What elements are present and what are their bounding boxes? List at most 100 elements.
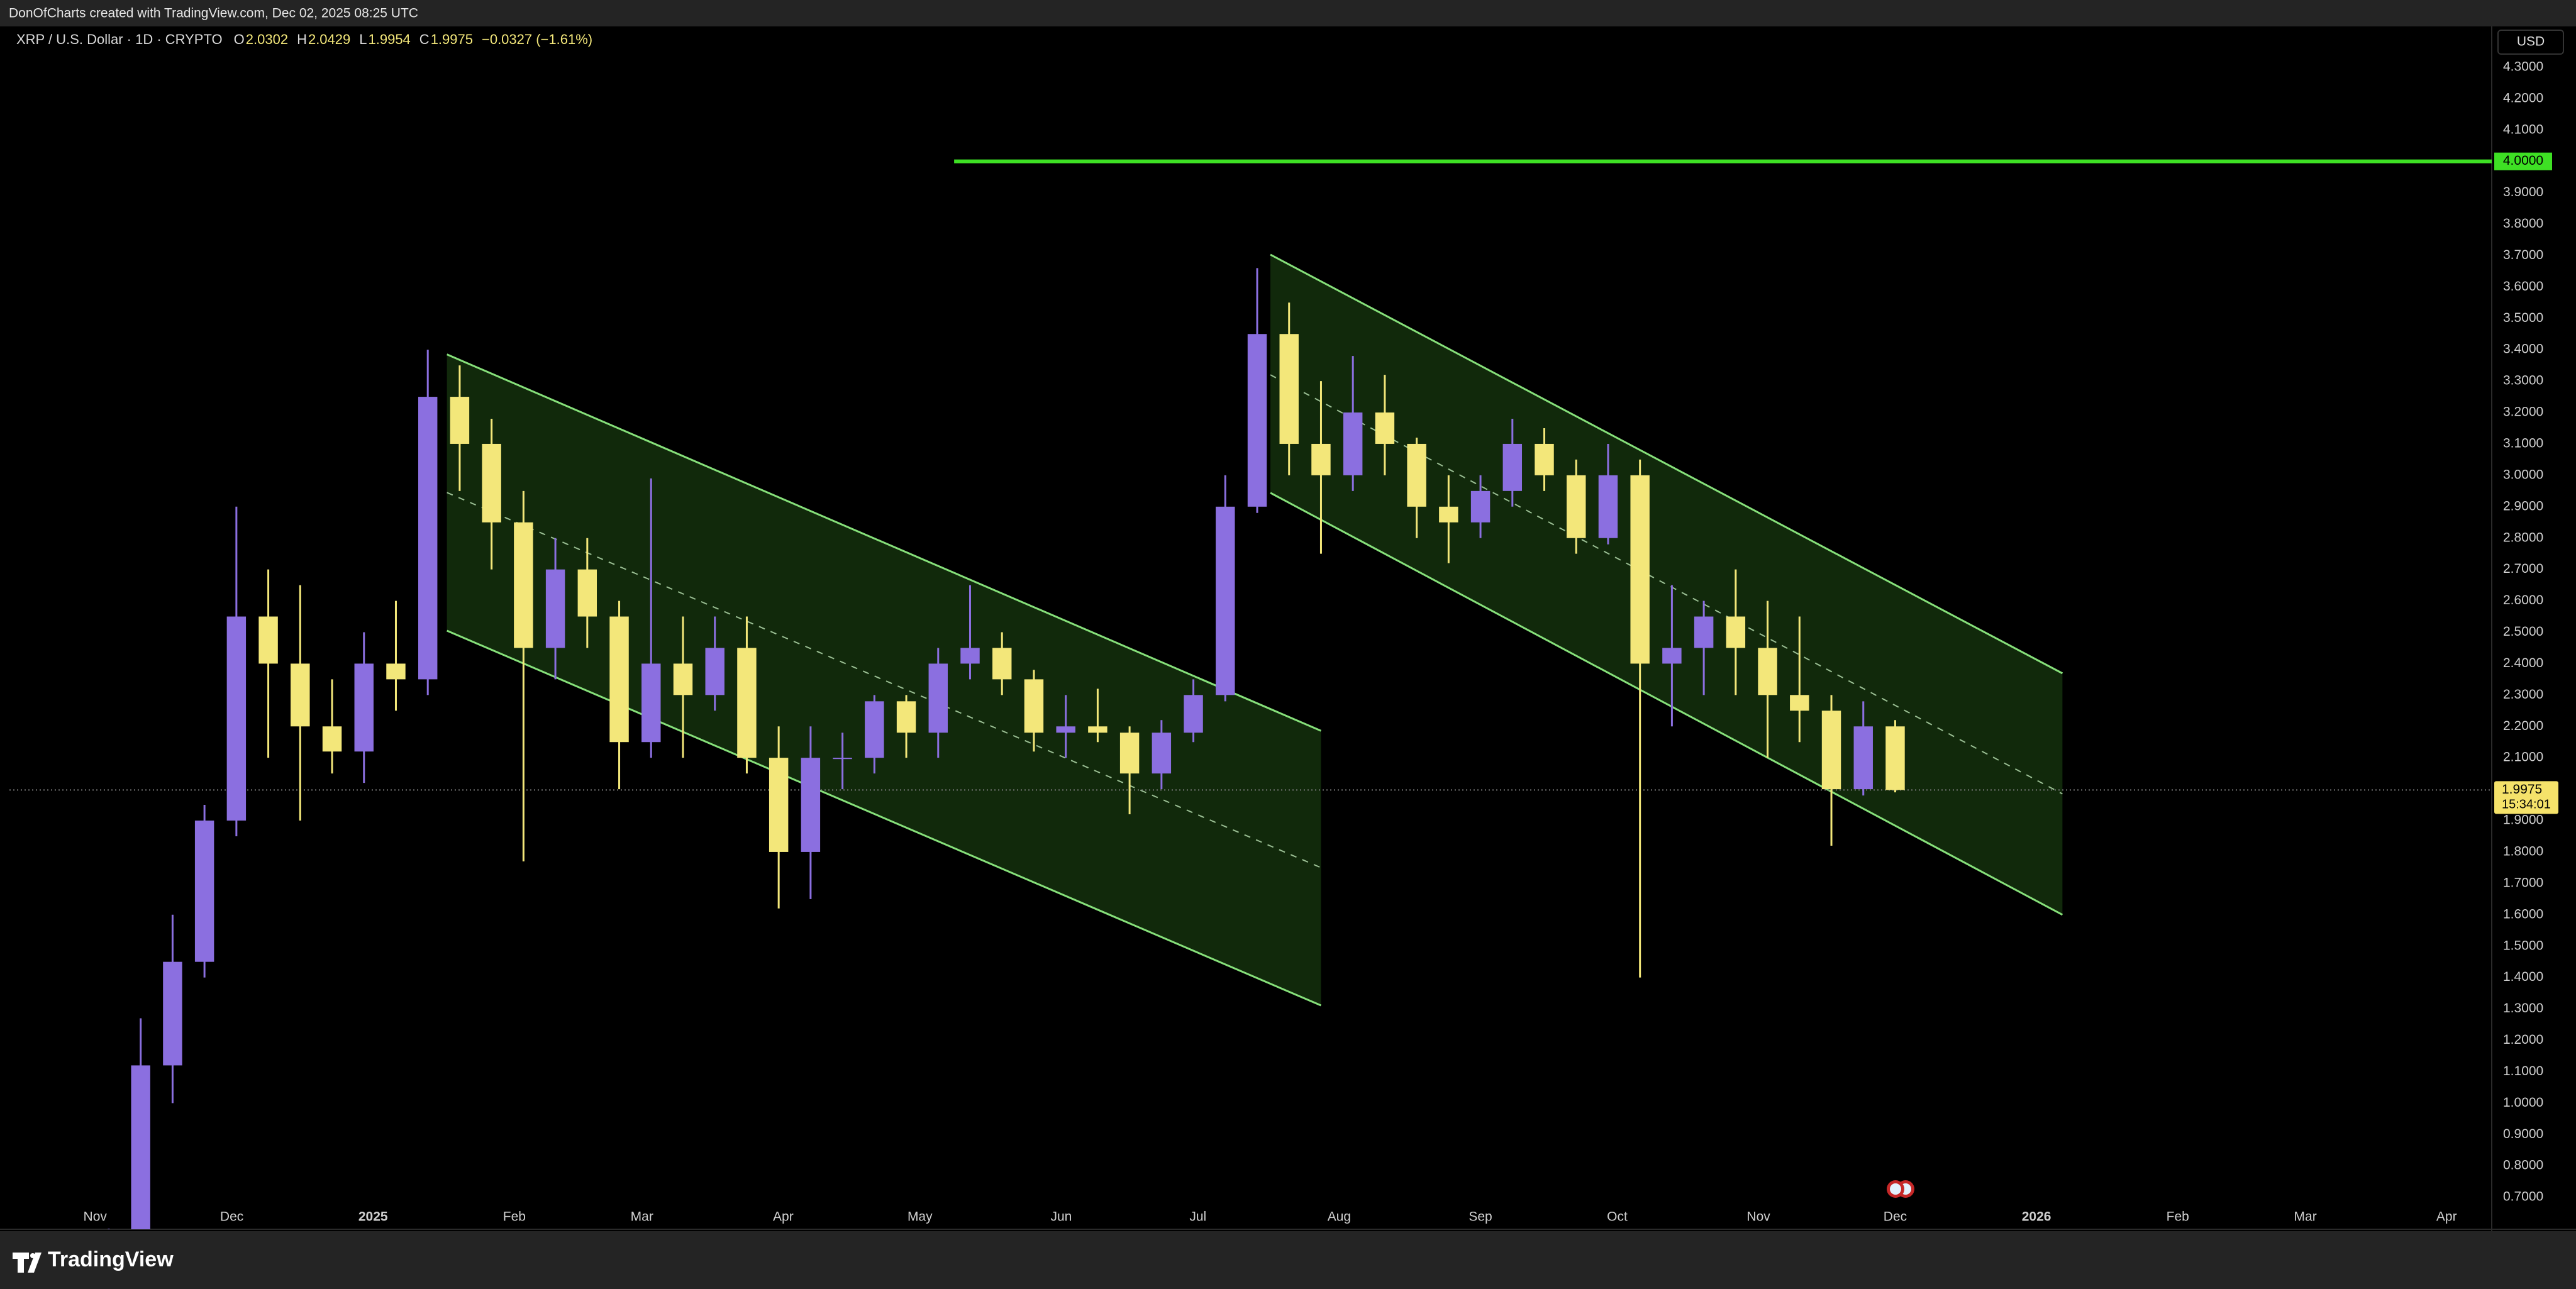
ohlc-label: O	[234, 31, 245, 47]
candle-body	[1439, 506, 1458, 523]
x-tick-label: Oct	[1607, 1210, 1628, 1224]
candle-body	[1056, 726, 1075, 733]
ohlc-value: 1.9975	[431, 31, 473, 47]
candle-body	[641, 663, 661, 743]
candle-body	[258, 616, 278, 664]
logo-mark	[30, 1253, 35, 1258]
y-tick-label: 2.8000	[2503, 530, 2543, 545]
header: DonOfCharts created with TradingView.com…	[9, 6, 418, 21]
candle-body	[194, 821, 214, 962]
y-tick-label: 3.9000	[2503, 185, 2543, 199]
candle-body	[1694, 616, 1714, 648]
y-tick-label: 2.5000	[2503, 624, 2543, 639]
bottom-bar	[0, 1231, 2576, 1289]
candle-body	[1853, 726, 1873, 790]
candle-body	[1726, 616, 1746, 648]
candle-body	[1662, 648, 1682, 664]
x-tick-label: 2026	[2022, 1210, 2051, 1224]
candle-body	[833, 758, 852, 760]
chart-title: XRP / U.S. Dollar · 1D · CRYPTO	[16, 31, 223, 47]
logo	[13, 1253, 42, 1273]
currency-button[interactable]	[2497, 30, 2564, 55]
candle-body	[450, 397, 470, 444]
last-price-label: 1.9975	[2502, 782, 2542, 797]
price-axis	[2492, 26, 2576, 1231]
candle-body	[577, 569, 597, 617]
candle-body	[1502, 443, 1523, 491]
y-tick-label: 1.2000	[2503, 1032, 2543, 1047]
y-tick-label: 3.8000	[2503, 216, 2543, 231]
x-tick-label: Jul	[1189, 1210, 1206, 1224]
candle-body	[1088, 726, 1108, 733]
y-tick-label: 3.5000	[2503, 311, 2543, 325]
y-tick-label: 4.1000	[2503, 122, 2543, 136]
candle-body	[386, 663, 406, 680]
candle-body	[1343, 412, 1363, 475]
candle-body	[545, 569, 565, 648]
y-tick-label: 2.9000	[2503, 499, 2543, 513]
x-tick-label: Aug	[1328, 1210, 1351, 1224]
y-tick-label: 3.1000	[2503, 436, 2543, 451]
y-tick-label: 1.1000	[2503, 1064, 2543, 1078]
y-tick-label: 1.6000	[2503, 907, 2543, 921]
y-tick-label: 1.4000	[2503, 970, 2543, 984]
candle-body	[131, 1065, 150, 1229]
x-tick-label: Nov	[1746, 1210, 1770, 1224]
candle-body	[226, 616, 247, 821]
y-tick-label: 2.3000	[2503, 687, 2543, 702]
y-tick-label: 2.6000	[2503, 593, 2543, 607]
y-tick-label: 3.0000	[2503, 467, 2543, 482]
candle-body	[1247, 334, 1267, 507]
event-icon-part	[1890, 1183, 1901, 1195]
candle-body	[1184, 695, 1203, 733]
candle-body	[1567, 475, 1586, 538]
ohlc-value: 2.0302	[246, 31, 288, 47]
candle-body	[163, 961, 182, 1066]
x-tick-label: Feb	[2167, 1210, 2189, 1224]
y-tick-label: 1.9000	[2503, 813, 2543, 827]
candle-body	[1152, 733, 1172, 774]
y-tick-label: 4.3000	[2503, 59, 2543, 74]
candle-body	[1216, 506, 1235, 695]
y-tick-label: 2.1000	[2503, 750, 2543, 765]
plot-area	[9, 253, 2492, 1229]
event-icon	[1887, 1180, 1914, 1198]
y-tick-label: 3.7000	[2503, 248, 2543, 262]
x-tick-label: Mar	[631, 1210, 653, 1224]
y-tick-label: 2.4000	[2503, 656, 2543, 670]
x-tick-label: Mar	[2294, 1210, 2317, 1224]
candle-body	[960, 648, 980, 664]
change: −0.0327 (−1.61%)	[482, 31, 592, 47]
candle-body	[1024, 679, 1044, 733]
ohlc-value: 2.0429	[308, 31, 350, 47]
top-bar	[0, 0, 2576, 26]
y-tick-label: 1.7000	[2503, 875, 2543, 890]
y-tick-label: 0.9000	[2503, 1127, 2543, 1141]
channel-fill	[447, 354, 1321, 1006]
y-tick-label: 3.2000	[2503, 405, 2543, 419]
channel-upper	[1270, 253, 2063, 675]
channel-upper	[447, 353, 1322, 732]
candle-body	[609, 616, 629, 743]
y-tick-label: 3.3000	[2503, 373, 2543, 388]
x-tick-label: Sep	[1468, 1210, 1492, 1224]
candle-body	[322, 726, 342, 752]
candle-body	[1470, 490, 1491, 523]
x-tick-label: Dec	[220, 1210, 243, 1224]
ohlc-label: H	[297, 31, 307, 47]
candle-body	[1821, 711, 1841, 790]
currency[interactable]: USD	[2517, 35, 2545, 49]
level-label-box	[2494, 152, 2552, 170]
x-tick-label: Apr	[773, 1210, 794, 1224]
candle-body	[1885, 726, 1905, 790]
candle-body	[865, 701, 884, 758]
channel-middle	[447, 492, 1321, 868]
x-tick-label: 2025	[358, 1210, 388, 1224]
x-tick-label: Feb	[503, 1210, 526, 1224]
candle-body	[1630, 475, 1650, 664]
y-tick-label: 3.4000	[2503, 342, 2543, 357]
candle-body	[418, 397, 438, 680]
